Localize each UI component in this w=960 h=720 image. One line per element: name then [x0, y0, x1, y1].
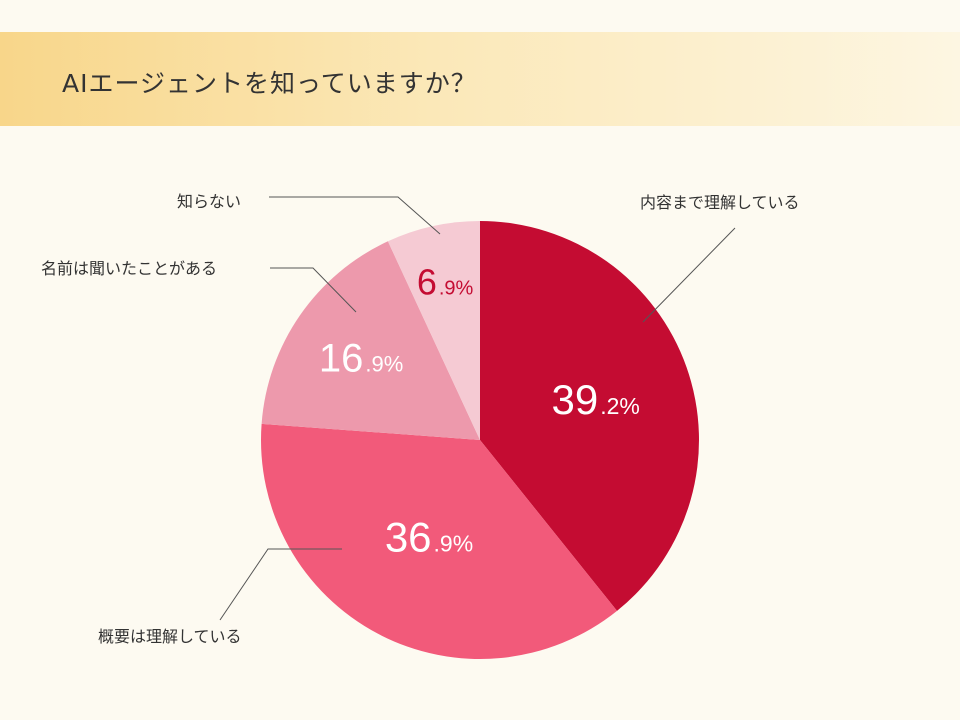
slice-value-integer: 36 — [385, 514, 432, 561]
slice-category-label: 知らない — [177, 192, 241, 211]
slice-value-decimal: .9% — [434, 531, 474, 557]
pie-slice — [261, 423, 618, 659]
slice-value-label: 36.9% — [385, 514, 473, 561]
slice-value-label: 16.9% — [319, 337, 403, 381]
leader-line — [269, 196, 441, 235]
slice-value-label: 39.2% — [552, 376, 640, 423]
slice-value-integer: 6 — [417, 261, 437, 302]
page-title: AIエージェントを知っていますか？ — [62, 69, 477, 98]
title-band — [0, 32, 960, 126]
slice-value-integer: 39 — [552, 376, 599, 423]
leader-line — [270, 267, 357, 313]
leader-line — [219, 548, 342, 621]
pie-slice — [480, 221, 699, 611]
slice-value-decimal: .9% — [439, 277, 474, 299]
slice-category-label: 概要は理解している — [98, 627, 242, 646]
slice-value-decimal: .2% — [600, 393, 640, 419]
slice-value-decimal: .9% — [365, 352, 403, 377]
pie-slice — [261, 241, 480, 440]
slice-value-label: 6.9% — [417, 261, 474, 302]
pie-slice — [387, 221, 480, 440]
leader-line — [642, 227, 736, 323]
slice-category-label: 内容まで理解している — [640, 193, 800, 212]
slice-value-integer: 16 — [319, 337, 364, 381]
slice-category-label: 名前は聞いたことがある — [41, 259, 217, 278]
